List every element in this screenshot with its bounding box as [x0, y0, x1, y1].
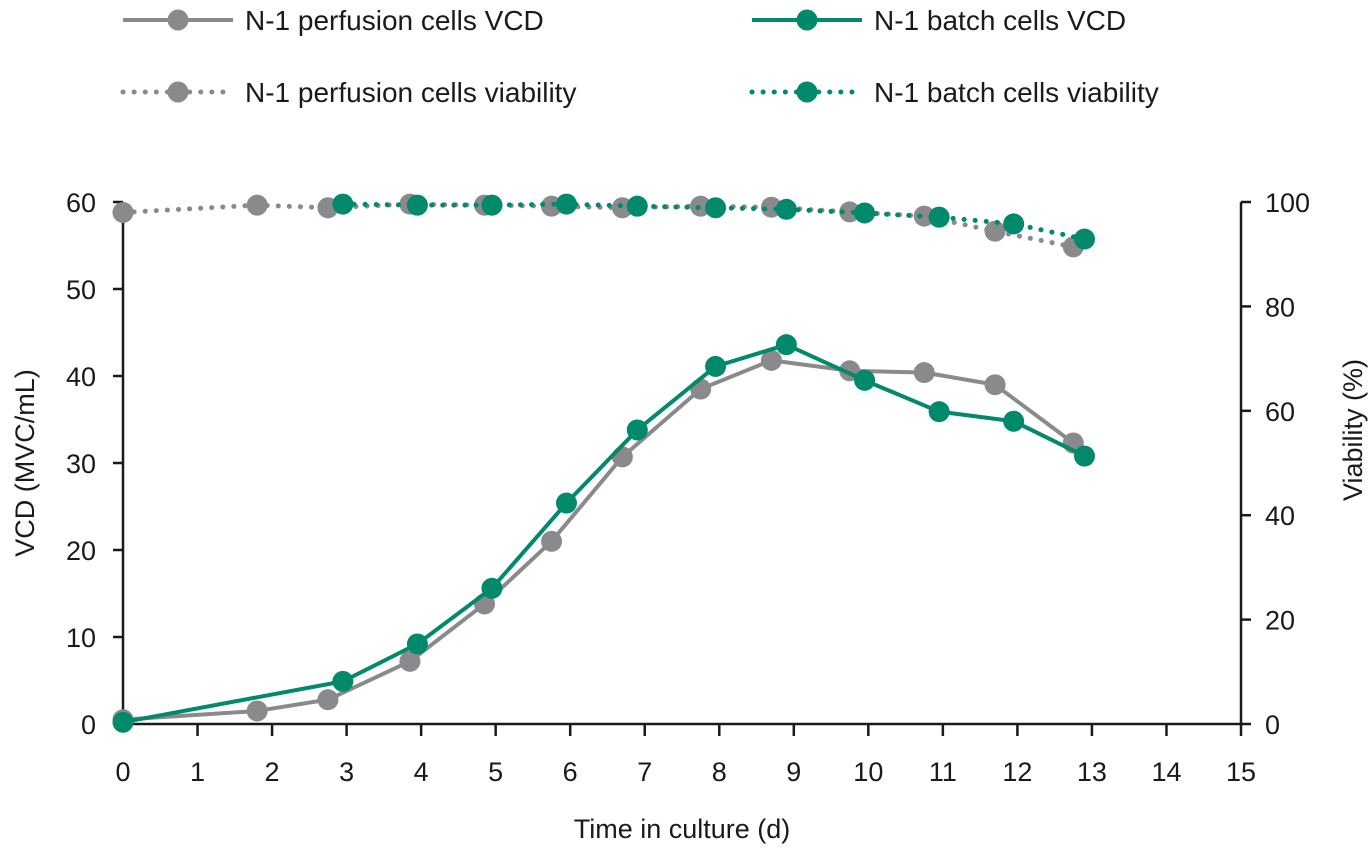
data-point-n-1-batch-cells-viability [775, 198, 797, 220]
plot-area [112, 193, 1095, 733]
data-point-n-1-batch-cells-vcd [555, 492, 577, 514]
data-point-n-1-perfusion-cells-vcd [913, 362, 935, 384]
data-point-n-1-perfusion-cells-vcd [690, 378, 712, 400]
legend-swatch-perfusion-vcd [123, 9, 233, 31]
legend: N-1 perfusion cells VCD N-1 batch cells … [120, 5, 1159, 108]
left-y-tick-label: 60 [66, 188, 96, 218]
left-y-tick-label: 0 [81, 710, 96, 740]
right-y-tick-label: 40 [1265, 501, 1295, 531]
data-point-n-1-batch-cells-vcd [481, 577, 503, 599]
x-ticks: 0 1 2 3 4 5 6 7 8 9 10 11 12 13 14 15 [115, 724, 1256, 787]
legend-swatch-batch-vcd [752, 9, 862, 31]
data-point-n-1-batch-cells-vcd [1003, 410, 1025, 432]
x-tick-label: 10 [853, 757, 883, 787]
data-point-n-1-batch-cells-vcd [775, 334, 797, 356]
x-axis-title: Time in culture (d) [574, 814, 791, 844]
data-point-n-1-perfusion-cells-vcd [246, 700, 268, 722]
data-point-n-1-batch-cells-vcd [406, 633, 428, 655]
data-point-n-1-batch-cells-vcd [112, 711, 134, 733]
legend-marker [167, 9, 189, 31]
legend-item-batch-viability: N-1 batch cells viability [749, 77, 1159, 108]
data-point-n-1-batch-cells-viability [626, 195, 648, 217]
data-point-n-1-batch-cells-vcd [1073, 445, 1095, 467]
right-y-tick-label: 20 [1265, 606, 1295, 636]
data-point-n-1-batch-cells-vcd [928, 401, 950, 423]
data-point-n-1-perfusion-cells-viability [913, 205, 935, 227]
data-point-n-1-batch-cells-viability [854, 202, 876, 224]
data-point-n-1-perfusion-cells-vcd [399, 650, 421, 672]
series-line-n-1-batch-cells-viability [340, 201, 1087, 242]
series-n-1-perfusion-cells-vcd [112, 349, 1084, 731]
data-point-n-1-batch-cells-vcd [705, 355, 727, 377]
legend-item-batch-vcd: N-1 batch cells VCD [752, 5, 1126, 36]
series-line-n-1-batch-cells-vcd [122, 342, 1086, 725]
x-tick-label: 7 [637, 757, 652, 787]
data-point-n-1-batch-cells-vcd [626, 419, 648, 441]
data-point-n-1-batch-cells-vcd [332, 670, 354, 692]
left-y-axis-title: VCD (MVC/mL) [10, 369, 40, 557]
right-y-tick-label: 100 [1265, 188, 1310, 218]
right-y-axis-title: Viability (%) [1338, 359, 1368, 501]
data-point-n-1-perfusion-cells-viability [112, 201, 134, 223]
data-point-n-1-batch-cells-viability [705, 197, 727, 219]
right-y-tick-label: 0 [1265, 710, 1280, 740]
legend-marker [796, 9, 818, 31]
left-y-ticks: 0 10 20 30 40 50 60 [66, 188, 123, 740]
x-tick-label: 11 [929, 757, 957, 787]
legend-label-perfusion-vcd: N-1 perfusion cells VCD [245, 5, 544, 36]
data-point-n-1-perfusion-cells-viability [839, 201, 861, 223]
x-tick-label: 14 [1151, 757, 1181, 787]
x-tick-label: 12 [1002, 757, 1032, 787]
series-n-1-batch-cells-viability [332, 193, 1095, 250]
x-tick-label: 9 [786, 757, 801, 787]
data-point-n-1-perfusion-cells-viability [246, 194, 268, 216]
legend-swatch-perfusion-viability [120, 81, 236, 103]
x-tick-label: 1 [190, 757, 205, 787]
series-n-1-batch-cells-vcd [112, 334, 1095, 733]
right-y-ticks: 0 20 40 60 80 100 [1241, 188, 1310, 740]
left-y-tick-label: 10 [66, 623, 96, 653]
data-point-n-1-batch-cells-viability [928, 206, 950, 228]
data-point-n-1-batch-cells-viability [406, 194, 428, 216]
data-point-n-1-batch-cells-viability [332, 193, 354, 215]
data-point-n-1-batch-cells-viability [1073, 228, 1095, 250]
data-point-n-1-batch-cells-viability [1003, 213, 1025, 235]
left-y-tick-label: 20 [66, 536, 96, 566]
data-point-n-1-batch-cells-viability [481, 194, 503, 216]
legend-label-perfusion-viability: N-1 perfusion cells viability [245, 77, 576, 108]
x-tick-label: 3 [339, 757, 354, 787]
data-point-n-1-perfusion-cells-vcd [317, 689, 339, 711]
x-tick-label: 15 [1226, 757, 1256, 787]
x-tick-label: 0 [115, 757, 130, 787]
x-tick-label: 13 [1077, 757, 1107, 787]
data-point-n-1-batch-cells-vcd [854, 369, 876, 391]
x-tick-label: 6 [563, 757, 578, 787]
legend-label-batch-viability: N-1 batch cells viability [874, 77, 1159, 108]
legend-label-batch-vcd: N-1 batch cells VCD [874, 5, 1126, 36]
left-y-tick-label: 40 [66, 362, 96, 392]
x-tick-label: 4 [414, 757, 429, 787]
x-tick-label: 8 [712, 757, 727, 787]
x-tick-label: 2 [265, 757, 280, 787]
data-point-n-1-perfusion-cells-vcd [760, 349, 782, 371]
legend-marker [167, 81, 189, 103]
data-point-n-1-perfusion-cells-vcd [611, 446, 633, 468]
legend-item-perfusion-viability: N-1 perfusion cells viability [120, 77, 576, 108]
left-y-tick-label: 50 [66, 275, 96, 305]
data-point-n-1-perfusion-cells-vcd [984, 374, 1006, 396]
legend-marker [796, 81, 818, 103]
legend-swatch-batch-viability [749, 81, 865, 103]
legend-item-perfusion-vcd: N-1 perfusion cells VCD [123, 5, 544, 36]
data-point-n-1-perfusion-cells-viability [984, 220, 1006, 242]
x-tick-label: 5 [488, 757, 503, 787]
data-point-n-1-batch-cells-viability [555, 193, 577, 215]
right-y-tick-label: 80 [1265, 292, 1295, 322]
left-y-tick-label: 30 [66, 449, 96, 479]
data-point-n-1-perfusion-cells-vcd [541, 530, 563, 552]
right-y-tick-label: 60 [1265, 397, 1295, 427]
